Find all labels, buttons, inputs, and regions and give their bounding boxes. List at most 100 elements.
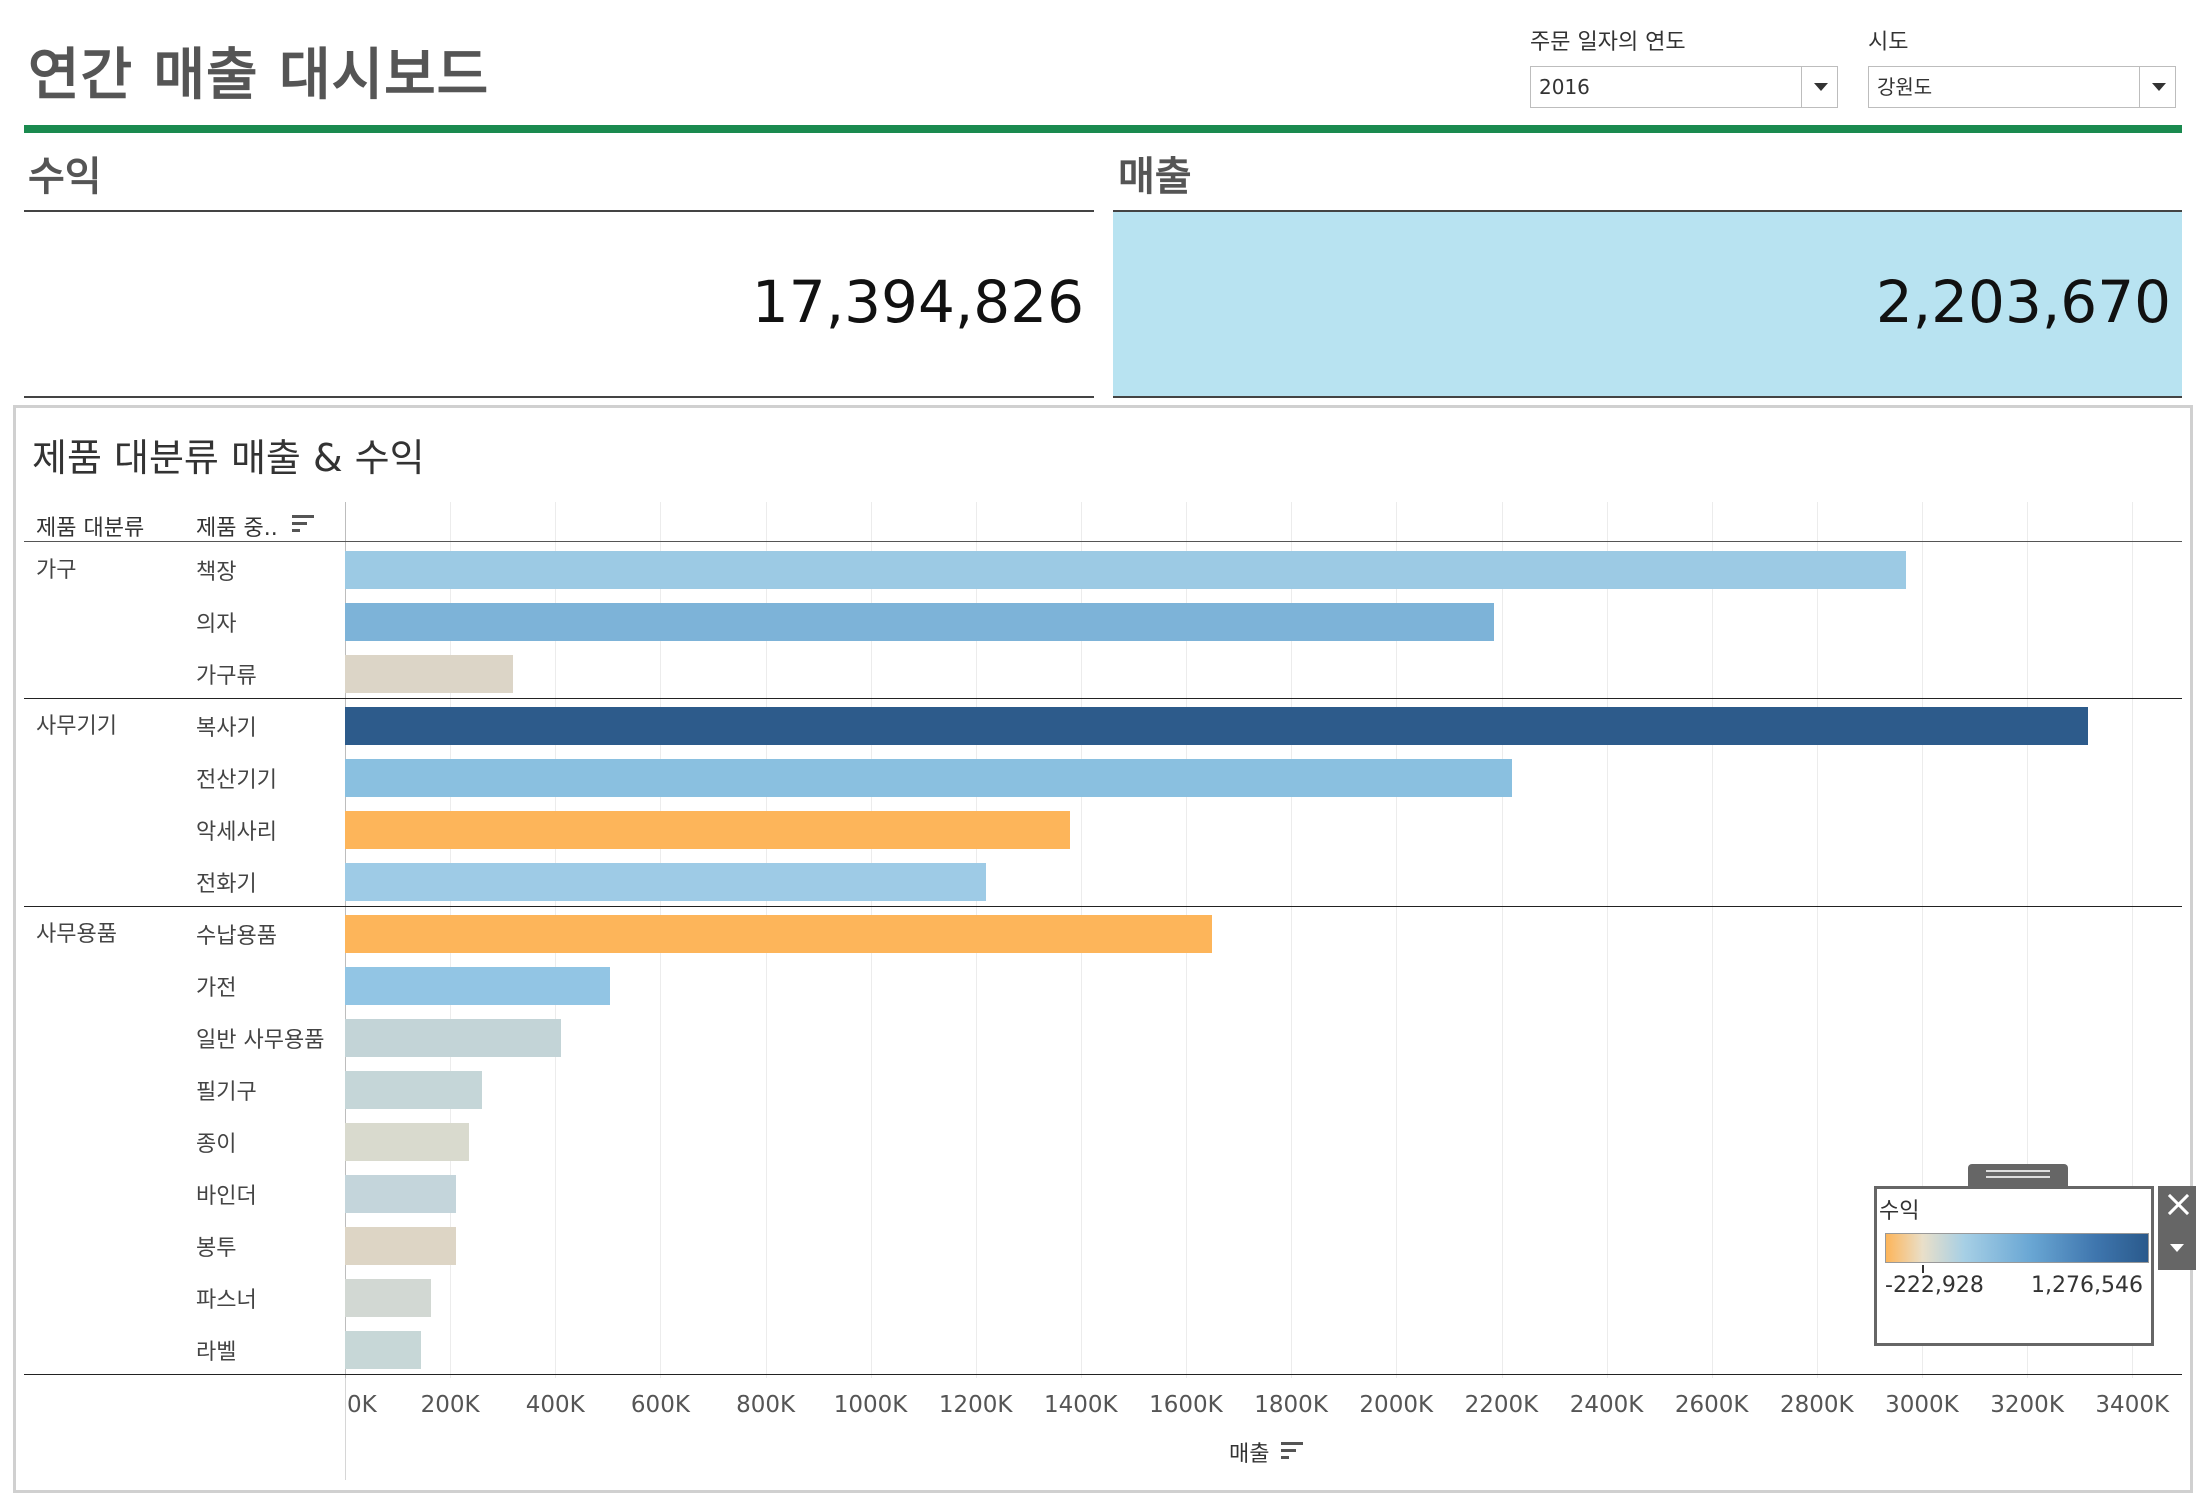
subcategory-label: 일반 사무용품 — [196, 1028, 325, 1053]
bar-복사기[interactable] — [345, 707, 2088, 745]
bar-가구류[interactable] — [345, 655, 514, 693]
profit-kpi-label: 수익 — [28, 154, 102, 200]
year-select-value: 2016 — [1539, 75, 1590, 99]
sales-kpi-highlight — [1113, 210, 2182, 398]
bar-필기구[interactable] — [345, 1071, 482, 1109]
legend-max-label: 1,276,546 — [2031, 1273, 2143, 1298]
gridline — [2027, 502, 2029, 1378]
region-filter: 시도 강원도 — [1868, 24, 2176, 108]
gridline — [1501, 502, 1503, 1378]
chevron-down-icon[interactable] — [1801, 67, 1837, 107]
legend-title: 수익 — [1879, 1199, 1920, 1224]
bar-의자[interactable] — [345, 603, 1494, 641]
subcategory-label: 복사기 — [196, 716, 257, 741]
group-divider — [24, 906, 2182, 907]
bar-파스너[interactable] — [345, 1279, 431, 1317]
x-tick-label: 1000K — [833, 1392, 908, 1418]
bar-악세사리[interactable] — [345, 811, 1071, 849]
bar-전화기[interactable] — [345, 863, 987, 901]
chevron-down-icon[interactable] — [2170, 1244, 2184, 1252]
x-tick-label: 2000K — [1359, 1392, 1434, 1418]
x-tick-label: 600K — [630, 1392, 690, 1418]
legend-controls — [2158, 1186, 2196, 1270]
gridline — [1606, 502, 1608, 1378]
profit-kpi-value: 17,394,826 — [751, 268, 1084, 336]
x-tick-label: 1800K — [1254, 1392, 1328, 1418]
x-tick-label: 2400K — [1569, 1392, 1644, 1418]
group-divider — [24, 698, 2182, 699]
subcategory-label: 라벨 — [196, 1340, 237, 1365]
legend-drag-handle[interactable] — [1968, 1164, 2068, 1186]
subcategory-label: 책장 — [196, 560, 237, 585]
subcategory-label: 봉투 — [196, 1236, 237, 1261]
subcategory-label: 가구류 — [196, 664, 257, 689]
axis-line — [345, 1378, 346, 1480]
group-divider — [24, 1374, 2182, 1375]
header-divider — [24, 125, 2182, 133]
gridline — [2132, 502, 2134, 1378]
x-tick-label: 400K — [525, 1392, 585, 1418]
bar-전산기기[interactable] — [345, 759, 1513, 797]
bar-종이[interactable] — [345, 1123, 469, 1161]
region-select-value: 강원도 — [1877, 75, 1933, 99]
year-filter-label: 주문 일자의 연도 — [1530, 30, 1686, 55]
x-tick-label: 3400K — [2095, 1392, 2170, 1418]
gridline — [1922, 502, 1924, 1378]
x-tick-label: 2200K — [1464, 1392, 1539, 1418]
bar-책장[interactable] — [345, 551, 1907, 589]
legend-zero-tick — [1922, 1265, 1924, 1273]
legend-color-ramp — [1885, 1233, 2149, 1263]
subcategory-label: 수납용품 — [196, 924, 277, 949]
x-tick-label: 2600K — [1674, 1392, 1749, 1418]
subcategory-label: 악세사리 — [196, 820, 277, 845]
x-tick-label: 1600K — [1149, 1392, 1223, 1418]
sales-kpi-label: 매출 — [1118, 154, 1192, 200]
profit-kpi-bottom-rule — [24, 396, 1094, 398]
x-tick-label: 3200K — [1990, 1392, 2064, 1418]
subcategory-label: 의자 — [196, 612, 237, 637]
region-select[interactable]: 강원도 — [1868, 66, 2176, 108]
subcategory-label: 종이 — [196, 1132, 237, 1157]
sales-kpi-bottom-rule — [1113, 396, 2182, 398]
sort-icon[interactable] — [292, 515, 314, 533]
close-icon[interactable] — [2166, 1192, 2190, 1216]
year-filter: 주문 일자의 연도 2016 — [1530, 24, 1838, 108]
x-tick-label: 1400K — [1044, 1392, 1118, 1418]
color-legend: 수익 -222,928 1,276,546 — [1874, 1186, 2154, 1346]
region-filter-label: 시도 — [1868, 30, 1909, 55]
gridline — [1396, 502, 1398, 1378]
x-tick-label: 200K — [420, 1392, 480, 1418]
sales-kpi-value: 2,203,670 — [1875, 268, 2171, 336]
subcategory-label: 필기구 — [196, 1080, 257, 1105]
subcategory-label: 전산기기 — [196, 768, 277, 793]
category-label: 사무기기 — [36, 714, 117, 739]
subcategory-label: 가전 — [196, 976, 237, 1001]
gridline — [1817, 502, 1818, 1378]
year-select[interactable]: 2016 — [1530, 66, 1838, 108]
subcategory-label: 전화기 — [196, 872, 257, 897]
x-tick-label: 1200K — [938, 1392, 1013, 1418]
bar-라벨[interactable] — [345, 1331, 422, 1369]
bar-바인더[interactable] — [345, 1175, 457, 1213]
x-axis-title: 매출 — [1229, 1442, 1270, 1467]
profit-kpi-top-rule — [24, 210, 1094, 212]
x-tick-label: 3000K — [1885, 1392, 1959, 1418]
subcategory-column-header[interactable]: 제품 중.. — [196, 516, 278, 541]
header-rule — [24, 541, 2182, 542]
chart-title: 제품 대분류 매출 & 수익 — [32, 436, 425, 480]
gridline — [1291, 502, 1293, 1378]
subcategory-label: 바인더 — [196, 1184, 257, 1209]
x-tick-label: 800K — [736, 1392, 796, 1418]
subcategory-label: 파스너 — [196, 1288, 257, 1313]
chart-panel — [13, 405, 2193, 1493]
bar-일반 사무용품[interactable] — [345, 1019, 561, 1057]
sort-icon[interactable] — [1281, 1442, 1303, 1460]
category-label: 가구 — [36, 558, 77, 583]
bar-봉투[interactable] — [345, 1227, 457, 1265]
dashboard-title: 연간 매출 대시보드 — [28, 43, 490, 108]
category-column-header[interactable]: 제품 대분류 — [36, 516, 145, 541]
bar-가전[interactable] — [345, 967, 611, 1005]
x-tick-label: 2800K — [1780, 1392, 1854, 1418]
chevron-down-icon[interactable] — [2139, 67, 2175, 107]
bar-수납용품[interactable] — [345, 915, 1213, 953]
